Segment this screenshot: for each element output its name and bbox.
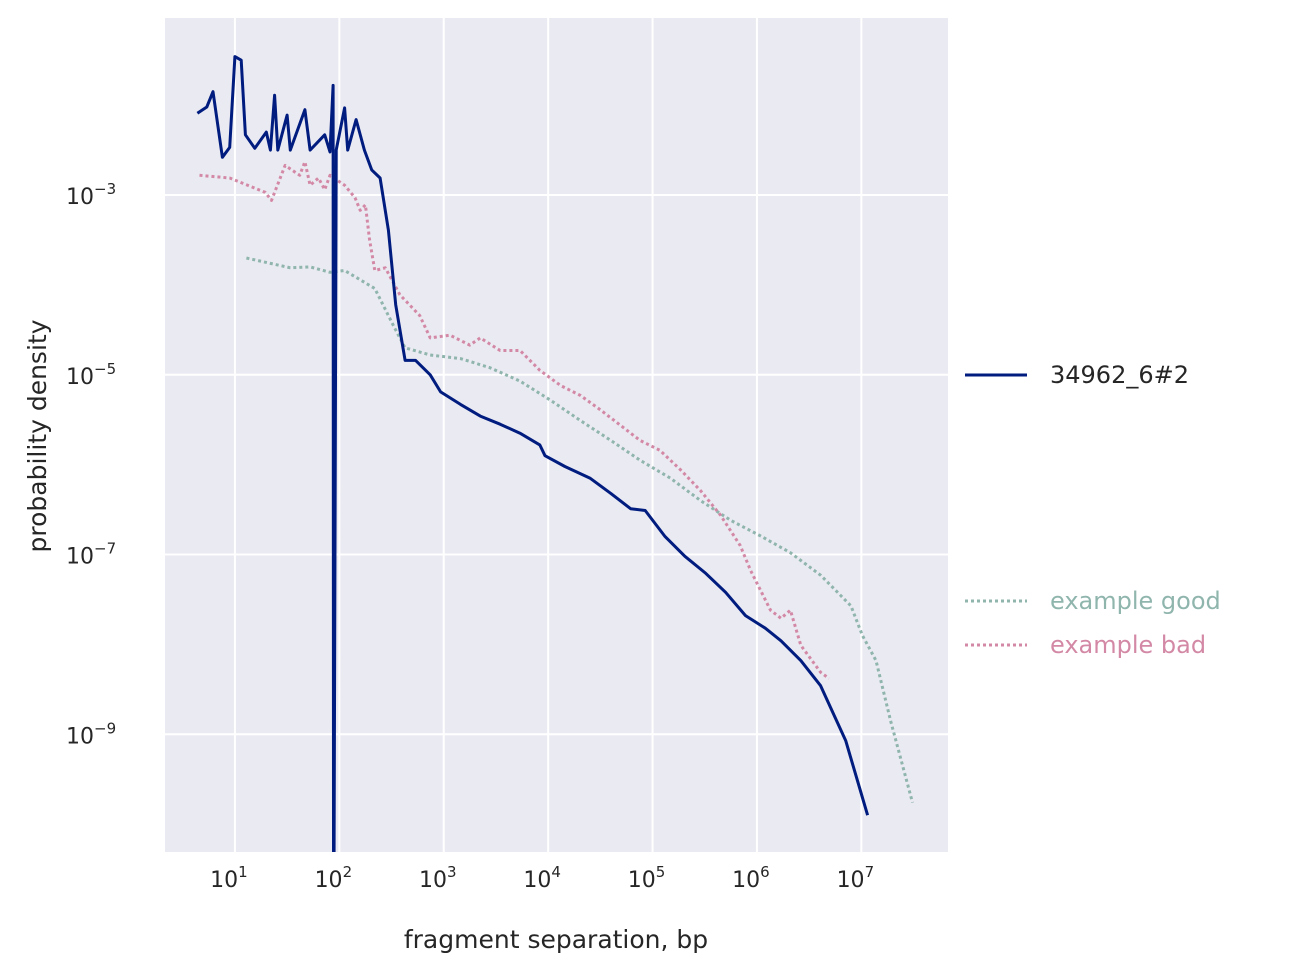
x-tick-label: 101 <box>210 863 248 893</box>
y-tick-label: 10−3 <box>66 180 116 210</box>
series-line-example-bad <box>199 160 830 680</box>
legend-label: example bad <box>1050 631 1206 659</box>
x-tick-label: 103 <box>419 863 457 893</box>
x-tick-label: 104 <box>523 863 561 893</box>
series-line-example-good <box>246 256 914 803</box>
series-line-34962-6-2 <box>196 55 870 852</box>
plot-area <box>165 18 948 852</box>
x-tick-label: 102 <box>315 863 353 893</box>
x-axis-label: fragment separation, bp <box>404 925 708 954</box>
x-tick-label: 105 <box>628 863 666 893</box>
legend-label: 34962_6#2 <box>1050 361 1189 389</box>
x-tick-label: 106 <box>732 863 770 893</box>
y-tick-label: 10−9 <box>66 719 116 749</box>
y-tick-label: 10−5 <box>66 360 116 390</box>
y-tick-label: 10−7 <box>66 540 116 570</box>
x-tick-label: 107 <box>837 863 875 893</box>
y-axis-label: probability density <box>23 319 52 552</box>
legend-label: example good <box>1050 587 1221 615</box>
